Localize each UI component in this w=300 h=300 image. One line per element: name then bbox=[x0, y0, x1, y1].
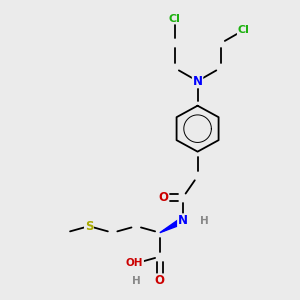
Text: N: N bbox=[178, 214, 188, 227]
Text: S: S bbox=[85, 220, 93, 232]
Text: H: H bbox=[132, 276, 141, 286]
Text: Cl: Cl bbox=[169, 14, 181, 24]
Text: Cl: Cl bbox=[238, 25, 250, 35]
Polygon shape bbox=[160, 218, 184, 233]
Text: N: N bbox=[193, 75, 202, 88]
Text: H: H bbox=[200, 216, 208, 226]
Text: OH: OH bbox=[126, 258, 143, 268]
Text: O: O bbox=[155, 274, 165, 287]
Text: O: O bbox=[158, 191, 168, 204]
